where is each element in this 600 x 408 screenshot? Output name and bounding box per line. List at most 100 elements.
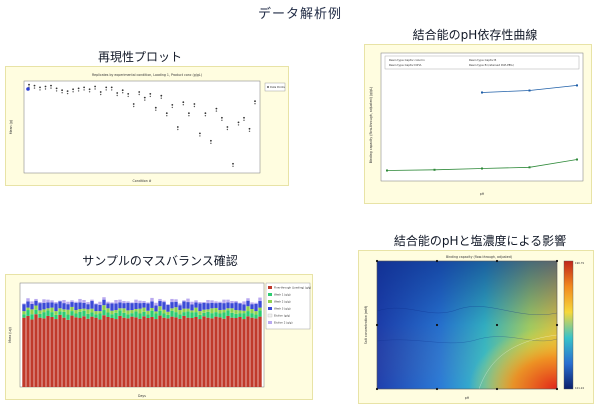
bar-segment bbox=[234, 313, 238, 319]
bar-segment bbox=[238, 302, 242, 304]
bar-segment bbox=[82, 308, 86, 311]
bar-segment bbox=[182, 312, 186, 316]
sample-marker bbox=[495, 387, 499, 391]
bar-segment-flowthrough bbox=[198, 319, 202, 387]
colorbar-min-label: 101.24 bbox=[575, 386, 584, 390]
bar-segment-flowthrough bbox=[34, 314, 38, 387]
data-point bbox=[72, 88, 74, 91]
bar-segment bbox=[190, 310, 194, 313]
bar-segment bbox=[246, 300, 250, 307]
bar-segment bbox=[66, 309, 70, 315]
bar-segment bbox=[242, 310, 246, 314]
bar-segment bbox=[106, 303, 110, 309]
bar-segment bbox=[114, 310, 118, 313]
bar-segment bbox=[30, 314, 34, 320]
bar-segment bbox=[146, 310, 150, 315]
bar-segment bbox=[210, 308, 214, 314]
mass-balance-bar-chart: Mass (ug) Days Flow-through (Loading) (g… bbox=[8, 282, 311, 398]
bar-segment bbox=[58, 301, 62, 309]
bar-segment bbox=[142, 301, 146, 303]
bar-segment bbox=[30, 309, 34, 315]
sample-marker bbox=[495, 259, 499, 263]
heatmap-surface bbox=[376, 261, 558, 390]
legend-item: Resin type Captiv DiHA bbox=[389, 63, 421, 67]
bar-segment-flowthrough bbox=[58, 314, 62, 387]
bar-segment-flowthrough bbox=[66, 319, 70, 387]
bar-segment-flowthrough bbox=[126, 318, 130, 387]
bar-segment-flowthrough bbox=[170, 316, 174, 387]
data-point bbox=[232, 162, 234, 165]
bar-segment bbox=[162, 300, 166, 303]
bar-segment bbox=[170, 302, 174, 309]
bar-segment bbox=[46, 308, 50, 311]
bar-segment bbox=[58, 308, 62, 312]
bar-segment bbox=[134, 299, 138, 303]
data-point bbox=[199, 135, 201, 137]
bar-segment bbox=[150, 310, 154, 317]
bar-segment-flowthrough bbox=[22, 317, 26, 387]
bar-segment bbox=[186, 302, 190, 309]
bar-segment-flowthrough bbox=[98, 319, 102, 387]
data-point bbox=[232, 165, 234, 167]
sample-marker bbox=[435, 259, 439, 263]
bar-segment bbox=[30, 303, 34, 310]
bar-segment bbox=[38, 310, 42, 314]
bar-segment bbox=[98, 301, 102, 305]
bar-segment bbox=[154, 302, 158, 306]
bar-segment bbox=[54, 302, 58, 304]
bar-segment-flowthrough bbox=[38, 317, 42, 387]
panel-title-ph-salt: 結合能のpHと塩濃度による影響 bbox=[393, 234, 567, 248]
bar-segment bbox=[90, 308, 94, 313]
legend-item: Wash 3 (g/g) bbox=[274, 307, 290, 311]
bar-segment bbox=[54, 303, 58, 312]
data-point bbox=[66, 92, 69, 95]
bar-segment bbox=[146, 302, 150, 304]
bar-segment bbox=[94, 314, 98, 318]
x-axis-label: pH bbox=[480, 192, 485, 196]
data-point bbox=[243, 116, 245, 119]
bar-segment bbox=[142, 302, 146, 308]
bar-segment-flowthrough bbox=[258, 316, 262, 387]
bar-segment bbox=[82, 299, 86, 303]
bar-segment bbox=[202, 312, 206, 317]
panel-title-ph-curve: 結合能のpH依存性曲線 bbox=[412, 28, 538, 42]
bar-segment bbox=[198, 314, 202, 320]
bar-segment bbox=[106, 301, 110, 304]
ph-salt-heatmap-panel: Binding capacity (flow-through, adjusted… bbox=[358, 250, 594, 404]
y-axis-label: Mean (g) bbox=[9, 120, 13, 134]
bar-segment-flowthrough bbox=[218, 317, 222, 387]
x-axis-label: Days bbox=[138, 394, 146, 398]
bar-segment bbox=[238, 310, 242, 314]
bar-segment bbox=[138, 308, 142, 314]
bar-segment bbox=[214, 312, 218, 317]
data-point bbox=[154, 106, 157, 109]
bar-segment bbox=[238, 313, 242, 317]
bar-segment bbox=[250, 309, 254, 314]
data-point bbox=[26, 87, 30, 91]
bar-segment-flowthrough bbox=[242, 319, 246, 387]
bar-segment bbox=[254, 302, 258, 304]
bar-segment-flowthrough bbox=[94, 317, 98, 387]
data-point bbox=[61, 89, 63, 92]
bar-segment bbox=[86, 309, 90, 314]
bar-segment bbox=[74, 310, 78, 314]
bar-segment-flowthrough bbox=[46, 315, 50, 387]
bar-segment bbox=[130, 313, 134, 317]
bar-segment bbox=[114, 303, 118, 311]
bar-segment bbox=[218, 301, 222, 303]
data-point bbox=[221, 116, 223, 119]
bar-segment bbox=[242, 313, 246, 320]
bar-segment bbox=[166, 304, 170, 312]
bar-segment bbox=[62, 311, 66, 318]
sample-marker bbox=[435, 323, 439, 327]
bar-segment bbox=[230, 312, 234, 318]
bar-segment bbox=[210, 300, 214, 303]
legend-item: Resin type Captiv B bbox=[469, 58, 496, 62]
bar-segment-flowthrough bbox=[254, 318, 258, 387]
bar-segment-flowthrough bbox=[106, 316, 110, 387]
bar-segment bbox=[258, 297, 262, 302]
data-point bbox=[199, 132, 201, 135]
bar-segment bbox=[118, 310, 122, 316]
bar-segment-flowthrough bbox=[142, 316, 146, 387]
bar-segment-flowthrough bbox=[190, 318, 194, 387]
